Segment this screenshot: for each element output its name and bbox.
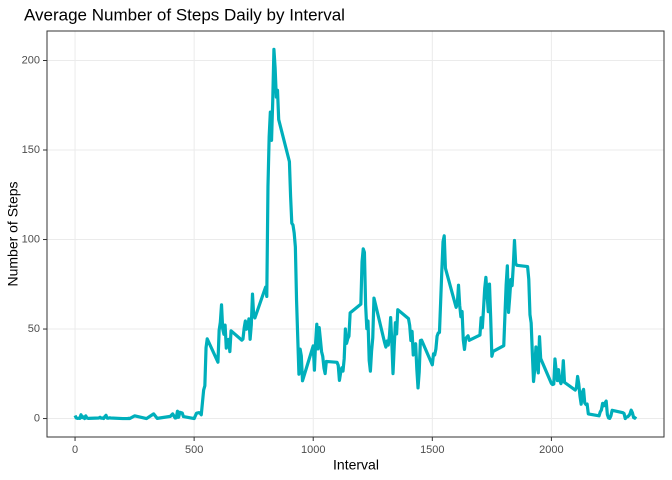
x-axis-title: Interval bbox=[333, 457, 379, 473]
chart-title: Average Number of Steps Daily by Interva… bbox=[24, 5, 345, 24]
x-tick-label: 500 bbox=[185, 444, 203, 456]
y-tick-label: 200 bbox=[22, 54, 40, 66]
x-tick-label: 2000 bbox=[539, 444, 563, 456]
plot-panel bbox=[47, 31, 664, 437]
y-axis-title: Number of Steps bbox=[5, 181, 21, 286]
y-tick-label: 150 bbox=[22, 144, 40, 156]
y-tick-label: 100 bbox=[22, 233, 40, 245]
x-tick-label: 1500 bbox=[420, 444, 444, 456]
plot-border bbox=[46, 30, 665, 438]
x-tick-label: 0 bbox=[72, 444, 78, 456]
data-line bbox=[73, 47, 638, 421]
y-tick-label: 50 bbox=[28, 323, 40, 335]
y-tick-label: 0 bbox=[34, 412, 40, 424]
x-tick-label: 1000 bbox=[301, 444, 325, 456]
